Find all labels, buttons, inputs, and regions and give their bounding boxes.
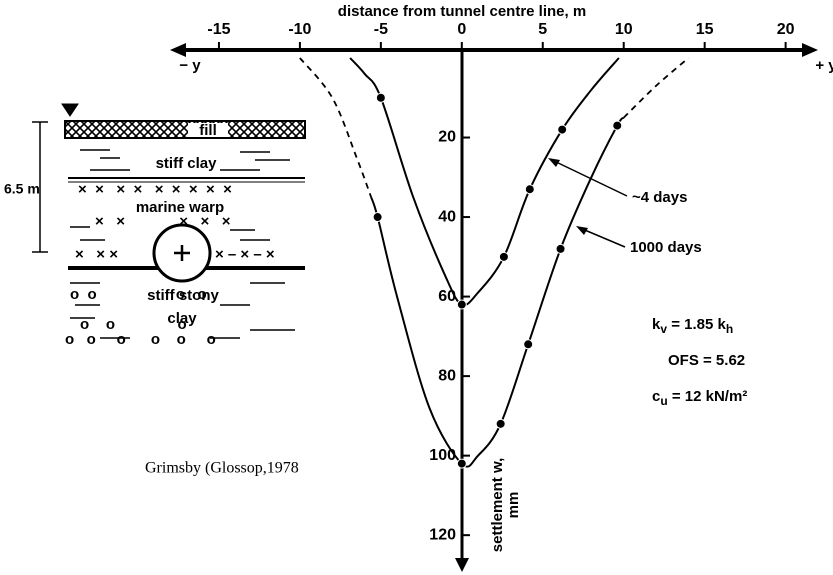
x-right-label: + y: [815, 57, 833, 74]
series-label: 1000 days: [630, 239, 702, 256]
svg-text:o o o o o o: o o o o o o: [65, 331, 216, 348]
chart: distance from tunnel centre line, m − y …: [0, 0, 833, 575]
source-note: Grimsby (Glossop,1978: [145, 460, 299, 477]
label-leader: [580, 228, 625, 247]
x-tick-label: 5: [538, 21, 547, 38]
subscript: u: [660, 394, 667, 408]
layer-label: stiff stony: [147, 287, 219, 304]
y-axis-arrow: [455, 558, 469, 572]
measured-point: [496, 419, 505, 428]
x-tick-label: 10: [615, 21, 633, 38]
measured-point: [376, 93, 385, 102]
measured-point: [499, 252, 508, 261]
measured-point: [556, 244, 565, 253]
x-tick-label: 15: [696, 21, 714, 38]
parameter-text: = 12 kN/m²: [668, 388, 748, 405]
series-label: ~4 days: [632, 189, 687, 206]
arrow-head: [548, 158, 560, 167]
y-tick-label: 80: [438, 367, 456, 384]
x-tick-label: -15: [207, 21, 230, 38]
measured-point: [457, 300, 466, 309]
y-tick-label: 20: [438, 129, 456, 146]
svg-text:× × × × × × × × ×: × × × × × × × × ×: [78, 181, 232, 198]
x-tick-label: -10: [288, 21, 311, 38]
y-tick-label: 100: [429, 447, 456, 464]
x-tick-label: 20: [777, 21, 795, 38]
depth-label: 6.5 m: [4, 181, 40, 197]
y-tick-label: 40: [438, 208, 456, 225]
measured-point: [373, 213, 382, 222]
layer-label: marine warp: [136, 199, 224, 216]
y-label-line: mm: [505, 492, 522, 519]
x-tick-label: -5: [374, 21, 388, 38]
svg-text:× × ×: × × ×: [75, 246, 118, 263]
subscript: h: [726, 322, 733, 336]
y-axis-title: settlement w, mm: [489, 458, 522, 552]
measured-point: [457, 459, 466, 468]
measured-point: [525, 185, 534, 194]
parameter: cu = 12 kN/m²: [652, 388, 747, 408]
x-left-label: − y: [179, 57, 201, 74]
arrow-head: [576, 226, 588, 235]
layer-label: stiff clay: [156, 155, 218, 172]
trough-curve: [371, 118, 624, 467]
measured-point: [558, 125, 567, 134]
measured-point: [524, 340, 533, 349]
x-tick-label: 0: [457, 21, 466, 38]
y-tick-label: 120: [429, 526, 456, 543]
svg-text:× – × – ×: × – × – ×: [215, 246, 275, 263]
x-axis-title: distance from tunnel centre line, m: [338, 3, 586, 20]
measured-point: [613, 121, 622, 130]
extrapolated-curve: [300, 58, 689, 197]
parameter-text: = 1.85 k: [667, 316, 726, 333]
y-tick-label: 60: [438, 288, 456, 305]
parameter-text: OFS = 5.62: [668, 352, 745, 369]
parameter: kv = 1.85 kh: [652, 316, 733, 336]
parameter: OFS = 5.62: [668, 352, 745, 369]
parameter-text: c: [652, 388, 660, 405]
layer-label: clay: [167, 310, 197, 327]
label-leader: [552, 160, 627, 196]
layer-label: fill: [199, 122, 217, 139]
y-label-line: settlement w,: [489, 458, 506, 552]
